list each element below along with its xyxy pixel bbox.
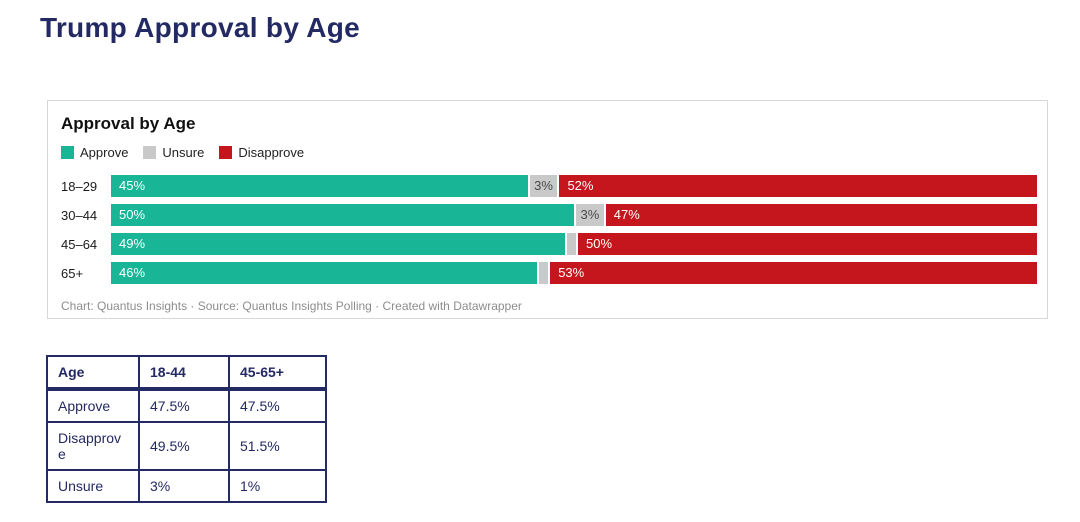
table-header-cell: 45-65+ — [228, 355, 327, 391]
bar-segment-approve: 46% — [111, 262, 537, 284]
legend-swatch-icon — [219, 146, 233, 159]
table-cell: 47.5% — [228, 388, 327, 423]
table-row: Disapprove 49.5% 51.5% — [46, 421, 327, 471]
bar-category-label: 65+ — [61, 265, 84, 281]
bar-segment-unsure — [566, 233, 576, 255]
bar-segment-approve: 45% — [111, 175, 528, 197]
bar-row: 18–29 45% 3% 52% — [61, 175, 1037, 197]
legend-item: Unsure — [143, 145, 204, 160]
chart-title: Approval by Age — [61, 114, 196, 133]
bar-segment-disapprove: 50% — [577, 233, 1037, 255]
table-cell: Unsure — [46, 469, 140, 503]
chart-footer: Chart: Quantus Insights · Source: Quantu… — [61, 299, 522, 313]
bar-segment-disapprove: 47% — [605, 204, 1037, 226]
legend-swatch-icon — [61, 146, 74, 159]
bar-segment-unsure — [538, 262, 549, 284]
table-cell: 49.5% — [138, 421, 230, 471]
bar-category-label: 45–64 — [61, 236, 98, 252]
summary-table: Age 18-44 45-65+ Approve 47.5% 47.5% Disappro… — [46, 355, 327, 503]
bar-segment-approve: 49% — [111, 233, 565, 255]
table-cell: 1% — [228, 469, 327, 503]
bar-segment-disapprove: 52% — [559, 175, 1037, 197]
bar-segment-unsure: 3% — [529, 175, 558, 197]
bar-row: 65+ 46% 53% — [61, 262, 1037, 284]
chart-legend: Approve Unsure Disapprove — [61, 145, 1037, 160]
table-cell: 47.5% — [138, 388, 230, 423]
bar-segment-unsure: 3% — [576, 204, 604, 226]
bar-segment-approve: 50% — [111, 204, 574, 226]
legend-item: Disapprove — [219, 145, 304, 160]
bar-track: 50% 3% 47% — [111, 204, 1037, 226]
table-cell: 51.5% — [228, 421, 327, 471]
bar-track: 45% 3% 52% — [111, 175, 1037, 197]
summary-table-body: Approve 47.5% 47.5% Disapprove 49.5% 51.5% Uns… — [46, 388, 327, 503]
legend-label: Disapprove — [238, 145, 305, 160]
bar-category-label: 30–44 — [61, 207, 98, 223]
bar-row: 45–64 49% 50% — [61, 233, 1037, 255]
table-row: Unsure 3% 1% — [46, 469, 327, 503]
table-cell: Disapprove — [46, 421, 140, 471]
summary-table-head-row: Age 18-44 45-65+ — [46, 355, 327, 391]
bar-chart: 18–29 45% 3% 52% 30–44 50% 3% 47% 45–64 49% 50% 65+… — [61, 175, 1037, 284]
chart-card: Approval by Age Approve Unsure Disapprove … — [47, 100, 1048, 319]
table-header-cell: Age — [46, 355, 140, 391]
bar-track: 49% 50% — [111, 233, 1037, 255]
legend-swatch-icon — [143, 146, 157, 159]
table-cell: Approve — [46, 388, 140, 423]
legend-label: Approve — [80, 145, 129, 160]
bar-category-label: 18–29 — [61, 178, 98, 194]
bar-segment-disapprove: 53% — [550, 262, 1037, 284]
legend-item: Approve — [61, 145, 128, 160]
bar-track: 46% 53% — [111, 262, 1037, 284]
bar-row: 30–44 50% 3% 47% — [61, 204, 1037, 226]
table-header-cell: 18-44 — [138, 355, 230, 391]
legend-label: Unsure — [162, 145, 205, 160]
table-cell: 3% — [138, 469, 230, 503]
page-title: Trump Approval by Age — [40, 12, 361, 43]
table-row: Approve 47.5% 47.5% — [46, 388, 327, 423]
